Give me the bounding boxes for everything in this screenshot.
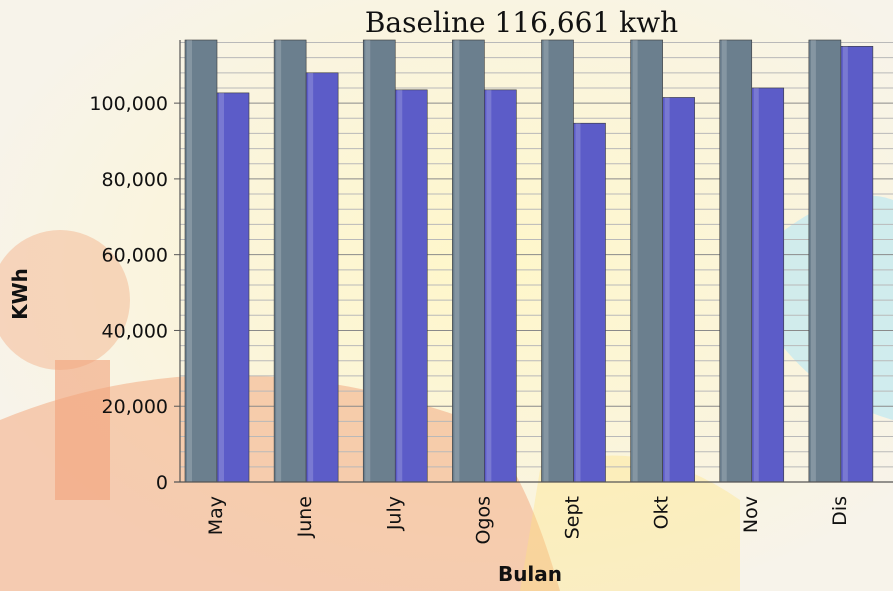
x-tick-label: Okt xyxy=(651,496,673,529)
y-axis-label: KWh xyxy=(8,268,32,320)
bar xyxy=(751,87,785,483)
bar xyxy=(216,92,250,483)
bar xyxy=(840,45,874,483)
bar xyxy=(630,39,663,483)
bar xyxy=(541,39,574,483)
y-tick-label: 0 xyxy=(156,472,168,494)
y-tick-label: 20,000 xyxy=(102,396,168,418)
bar xyxy=(452,39,485,483)
bar xyxy=(662,97,695,483)
bar xyxy=(573,122,606,483)
bar xyxy=(484,89,517,483)
y-tick-label: 60,000 xyxy=(102,245,168,267)
y-tick-label: 40,000 xyxy=(102,320,168,342)
bar xyxy=(184,39,218,483)
x-tick-label: Sept xyxy=(562,496,584,539)
bar xyxy=(808,39,842,483)
chart-title: Baseline 116,661 kwh xyxy=(364,6,679,39)
x-tick-label: Nov xyxy=(740,496,762,533)
y-tick-label: 80,000 xyxy=(102,169,168,191)
x-tick-labels: May June July Ogos Sept Okt Nov Dis xyxy=(205,496,851,545)
bars xyxy=(184,39,874,483)
x-tick-label: Dis xyxy=(829,496,851,526)
x-tick-label: June xyxy=(294,496,316,538)
bar xyxy=(362,39,396,483)
axes xyxy=(174,40,893,483)
x-axis-label: Bulan xyxy=(497,562,563,586)
bar xyxy=(394,89,428,483)
x-tick-label: July xyxy=(383,496,405,531)
y-tick-label: 100,000 xyxy=(89,93,168,115)
y-tick-labels: 0 20,000 40,000 60,000 80,000 100,000 xyxy=(89,93,180,494)
bar xyxy=(273,39,307,483)
x-tick-label: May xyxy=(205,496,227,535)
bar xyxy=(305,72,339,483)
x-tick-label: Ogos xyxy=(472,496,494,545)
bar xyxy=(719,39,753,483)
